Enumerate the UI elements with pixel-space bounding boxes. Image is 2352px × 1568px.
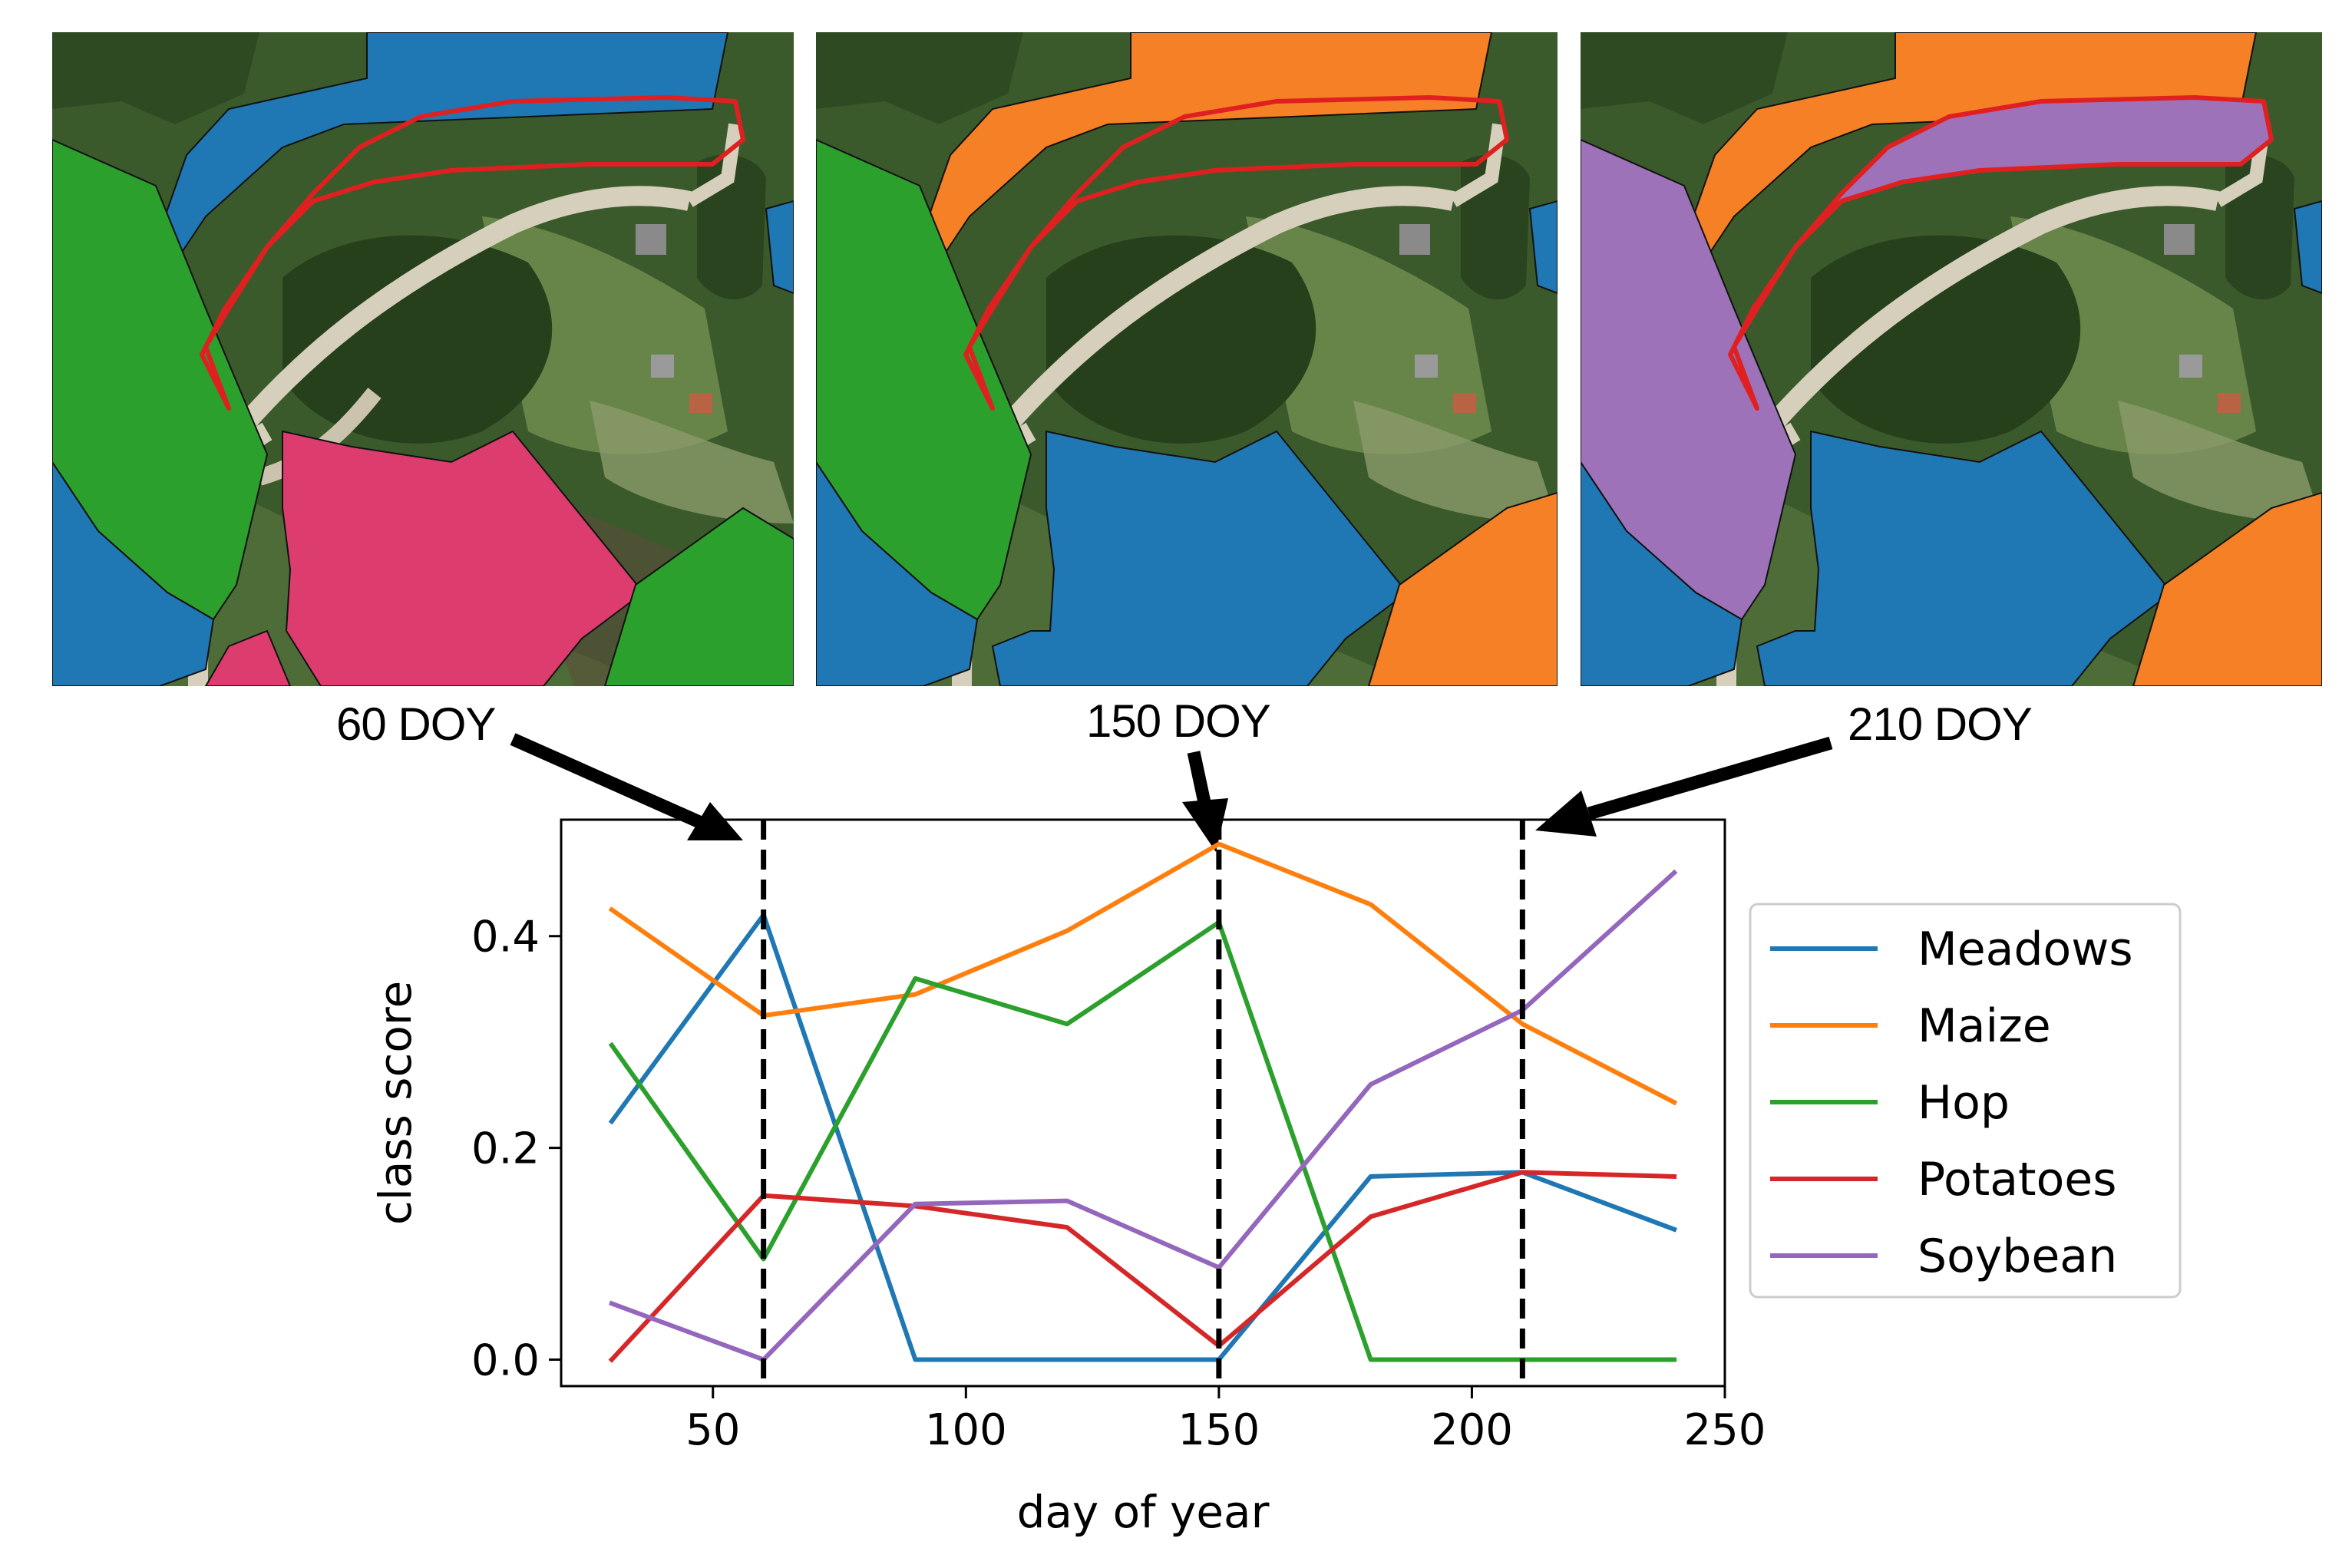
doy-label-60: 60 DOY bbox=[336, 698, 496, 750]
legend: Meadows Maize Hop Potatoes Soybean bbox=[1749, 903, 2182, 1299]
x-tick-label: 150 bbox=[1178, 1405, 1260, 1455]
y-tick-label: 0.2 bbox=[471, 1124, 540, 1174]
series-line-maize bbox=[608, 841, 1678, 1106]
x-tick-label: 200 bbox=[1431, 1405, 1513, 1455]
x-axis-label: day of year bbox=[1017, 1486, 1270, 1538]
x-tick-label: 50 bbox=[685, 1405, 740, 1455]
series-line-potatoes bbox=[608, 1170, 1677, 1363]
legend-label-meadows: Meadows bbox=[1918, 923, 2133, 976]
legend-label-soybean: Soybean bbox=[1918, 1230, 2117, 1283]
series-line-meadows bbox=[608, 913, 1677, 1362]
arrow-210-doy bbox=[1535, 736, 1833, 837]
legend-label-potatoes: Potatoes bbox=[1918, 1153, 2116, 1207]
map-panel-210-doy bbox=[1581, 32, 2322, 686]
x-tick-label: 250 bbox=[1684, 1405, 1766, 1455]
map-panel-60-doy bbox=[52, 32, 794, 686]
plot-frame bbox=[560, 818, 1726, 1388]
series-line-soybean bbox=[609, 869, 1678, 1362]
y-axis-label: class score bbox=[369, 981, 421, 1225]
x-tick-label: 100 bbox=[925, 1405, 1007, 1455]
series-line-hop bbox=[608, 919, 1677, 1362]
arrow-60-doy bbox=[510, 733, 743, 840]
map-panel-150-doy bbox=[816, 32, 1558, 686]
doy-label-210: 210 DOY bbox=[1848, 698, 2033, 750]
y-tick-label: 0.4 bbox=[471, 913, 540, 962]
legend-label-hop: Hop bbox=[1918, 1076, 2010, 1130]
y-tick-label: 0.0 bbox=[471, 1336, 540, 1386]
legend-label-maize: Maize bbox=[1918, 999, 2051, 1053]
legend-frame bbox=[1749, 903, 2182, 1299]
doy-label-150: 150 DOY bbox=[1086, 695, 1271, 747]
